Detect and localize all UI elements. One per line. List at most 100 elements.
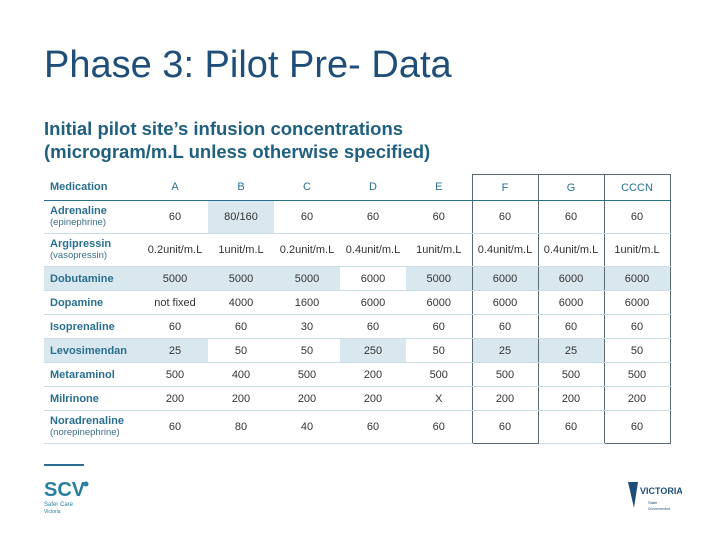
value-cell: 60	[603, 410, 671, 444]
value-cell: 500	[538, 362, 604, 387]
svg-text:Victoria: Victoria	[44, 509, 61, 515]
value-cell: 60	[274, 200, 340, 234]
svg-text:Government: Government	[648, 506, 671, 511]
value-cell: 60	[406, 314, 472, 339]
medication-name: Metaraminol	[50, 368, 115, 381]
value-cell: 0.4unit/m.L	[471, 233, 539, 267]
table-row: Noradrenaline (norepinephrine) 60 80 40 60 60 6…	[44, 410, 671, 444]
value-cell: 50	[274, 338, 340, 363]
value-cell: 1unit/m.L	[208, 233, 274, 267]
table-row: Dopamine not fixed 4000 1600 6000 6000 6000 600…	[44, 290, 671, 315]
medication-alt-name: (epinephrine)	[50, 217, 106, 228]
subtitle-line-2: (microgram/m.L unless otherwise specifie…	[44, 141, 431, 162]
safer-care-victoria-logo: SCV Safer Care Victoria	[44, 479, 89, 515]
table-row: Milrinone 200 200 200 200 X 200 200 200	[44, 386, 671, 411]
value-cell: 200	[471, 386, 539, 411]
medication-alt-name: (vasopressin)	[50, 250, 108, 261]
value-cell: 60	[538, 314, 604, 339]
value-cell: 5000	[208, 266, 274, 291]
value-cell: 4000	[208, 290, 274, 315]
header-site-c: C	[274, 174, 340, 201]
value-cell: 6000	[340, 290, 406, 315]
medication-cell: Noradrenaline (norepinephrine)	[44, 410, 142, 444]
medication-name: Dobutamine	[50, 272, 114, 285]
medication-cell: Milrinone	[44, 386, 142, 411]
header-site-e: E	[406, 174, 472, 201]
value-cell: 60	[603, 314, 671, 339]
medication-alt-name: (norepinephrine)	[50, 427, 120, 438]
value-cell: 200	[603, 386, 671, 411]
medication-cell: Adrenaline (epinephrine)	[44, 200, 142, 234]
value-cell: 60	[340, 314, 406, 339]
medication-name: Isoprenaline	[50, 320, 115, 333]
value-cell: 60	[471, 200, 539, 234]
subtitle-line-1: Initial pilot site’s infusion concentrat…	[44, 118, 404, 139]
value-cell: 50	[406, 338, 472, 363]
value-cell: 25	[142, 338, 208, 363]
medication-cell: Argipressin (vasopressin)	[44, 233, 142, 267]
svg-text:State: State	[648, 500, 658, 505]
table-row: Levosimendan 25 50 50 250 50 25 25 50	[44, 338, 671, 363]
value-cell: 250	[340, 338, 406, 363]
value-cell: 0.4unit/m.L	[340, 233, 406, 267]
medication-cell: Dopamine	[44, 290, 142, 315]
footer-rule	[44, 464, 84, 466]
value-cell: 80	[208, 410, 274, 444]
value-cell: 1unit/m.L	[406, 233, 472, 267]
value-cell: 5000	[274, 266, 340, 291]
svg-text:VICTORIA: VICTORIA	[640, 486, 682, 496]
table-row: Dobutamine 5000 5000 5000 6000 5000 6000 6000 60…	[44, 266, 671, 291]
medication-name: Noradrenaline	[50, 415, 124, 427]
medication-cell: Levosimendan	[44, 338, 142, 363]
value-cell: 25	[471, 338, 539, 363]
victoria-government-logo: VICTORIA State Government	[628, 482, 682, 511]
value-cell: 500	[406, 362, 472, 387]
value-cell: 60	[538, 410, 604, 444]
value-cell: 500	[142, 362, 208, 387]
value-cell: 6000	[471, 290, 539, 315]
value-cell: 60	[142, 200, 208, 234]
value-cell: 60	[538, 200, 604, 234]
header-site-d: D	[340, 174, 406, 201]
value-cell: 50	[603, 338, 671, 363]
value-cell: 6000	[538, 266, 604, 291]
value-cell: 60	[406, 200, 472, 234]
value-cell: 60	[471, 314, 539, 339]
value-cell: 200	[340, 386, 406, 411]
value-cell: 6000	[340, 266, 406, 291]
value-cell: 200	[538, 386, 604, 411]
value-cell: 6000	[538, 290, 604, 315]
header-medication: Medication	[44, 174, 142, 201]
slide-subtitle: Initial pilot site’s infusion concentrat…	[44, 117, 430, 163]
header-site-cccn: CCCN	[603, 174, 671, 201]
value-cell: 0.2unit/m.L	[274, 233, 340, 267]
value-cell: 500	[603, 362, 671, 387]
value-cell: 40	[274, 410, 340, 444]
value-cell: 1unit/m.L	[603, 233, 671, 267]
concentration-table: Medication A B C D E F G CCCN Adrenaline (epinephr…	[44, 174, 671, 444]
header-site-b: B	[208, 174, 274, 201]
table-row: Adrenaline (epinephrine) 60 80/160 60 60 60 60 6…	[44, 200, 671, 234]
value-cell: 6000	[603, 290, 671, 315]
medication-cell: Metaraminol	[44, 362, 142, 387]
value-cell: 0.4unit/m.L	[538, 233, 604, 267]
value-cell: 60	[340, 410, 406, 444]
value-cell: 200	[208, 386, 274, 411]
value-cell: 50	[208, 338, 274, 363]
medication-name: Argipressin	[50, 238, 112, 250]
value-cell: 6000	[603, 266, 671, 291]
value-cell: 500	[471, 362, 539, 387]
value-cell: 60	[471, 410, 539, 444]
svg-text:Safer Care: Safer Care	[44, 502, 74, 508]
header-site-a: A	[142, 174, 208, 201]
value-cell: 60	[142, 314, 208, 339]
value-cell: 6000	[471, 266, 539, 291]
value-cell: 60	[142, 410, 208, 444]
value-cell: 25	[538, 338, 604, 363]
svg-text:SCV: SCV	[44, 479, 86, 501]
value-cell: 1600	[274, 290, 340, 315]
value-cell: 6000	[406, 290, 472, 315]
value-cell: 80/160	[208, 200, 274, 234]
header-site-f: F	[471, 174, 539, 201]
medication-name: Adrenaline	[50, 205, 107, 217]
